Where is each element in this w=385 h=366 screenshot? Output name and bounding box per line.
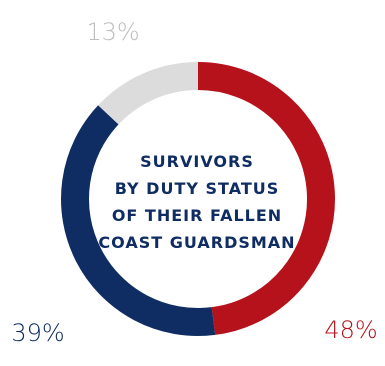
slice-red	[197, 62, 335, 335]
center-title-line: COAST GUARDSMAN	[98, 233, 295, 252]
center-title-line: BY DUTY STATUS	[115, 179, 280, 198]
slice-label-red: 48%	[324, 316, 377, 344]
slice-label-neutral: 13%	[86, 18, 139, 46]
center-title-line: SURVIVORS	[140, 152, 254, 171]
center-title-line: OF THEIR FALLEN	[112, 206, 282, 225]
slice-neutral	[98, 62, 199, 125]
slice-label-blue: 39%	[11, 319, 64, 347]
center-title: SURVIVORS BY DUTY STATUS OF THEIR FALLEN…	[98, 152, 295, 252]
donut-slices	[61, 62, 335, 336]
slice-blue	[61, 105, 216, 336]
